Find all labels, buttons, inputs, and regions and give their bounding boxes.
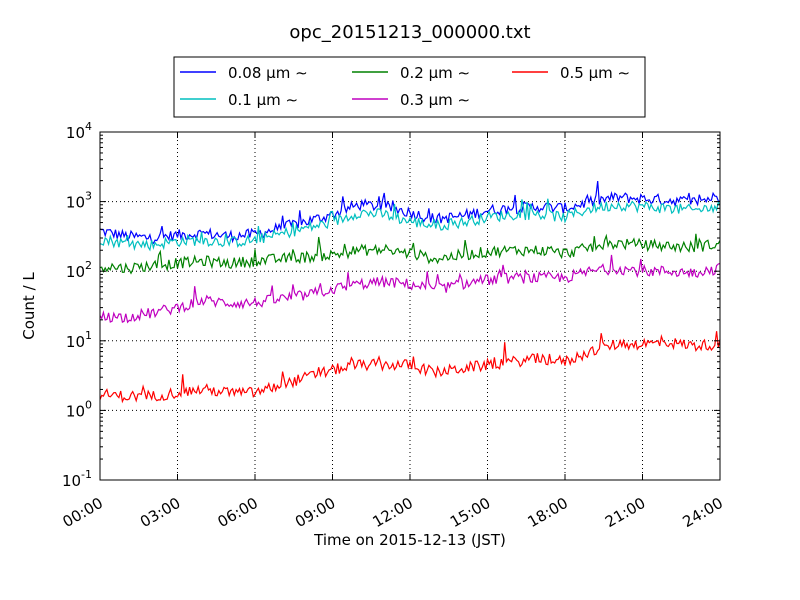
y-axis-label: Count / L [20,272,38,340]
x-tick-label: 24:00 [680,494,726,531]
series-line-4 [99,331,721,404]
y-tick-label: 104 [66,120,92,142]
grid-lines [100,132,720,480]
y-tick-labels: 10-1 100 101 102 103 104 [62,120,92,490]
legend-label-4: 0.5 μm ∼ [560,64,630,82]
legend-label-1: 0.1 μm ∼ [228,91,298,109]
ticks [99,131,721,481]
x-tick-label: 21:00 [602,494,648,531]
plot-area [100,132,720,480]
legend-label-3: 0.3 μm ∼ [400,91,470,109]
legend-items: 0.08 μm ∼ 0.1 μm ∼ 0.2 μm ∼ 0.3 μm ∼ 0.5 μm … [180,64,630,109]
y-tick-label: 10-1 [62,468,92,490]
y-tick-label: 100 [66,398,92,420]
legend-label-0: 0.08 μm ∼ [228,64,308,82]
series-layer [99,181,721,404]
x-tick-label: 15:00 [447,494,493,531]
legend-box [173,56,646,118]
y-tick-label: 103 [66,190,92,212]
series-line-1 [99,198,721,252]
x-tick-label: 06:00 [215,494,261,531]
x-tick-label: 18:00 [525,494,571,531]
y-tick-label: 101 [66,329,92,351]
x-tick-labels: 00:00 03:00 06:00 09:00 12:00 15:00 18:00 21:00… [60,494,726,531]
x-tick-label: 00:00 [60,494,106,531]
series-line-0 [99,181,721,245]
chart-title: opc_20151213_000000.txt [289,22,530,43]
series-line-2 [99,233,721,275]
legend: 0.08 μm ∼ 0.1 μm ∼ 0.2 μm ∼ 0.3 μm ∼ 0.5 μm … [173,56,646,118]
x-tick-label: 12:00 [370,494,416,531]
x-axis-label: Time on 2015-12-13 (JST) [313,531,506,549]
x-tick-label: 03:00 [137,494,183,531]
x-tick-label: 09:00 [292,494,338,531]
y-tick-label: 102 [66,259,92,281]
legend-label-2: 0.2 μm ∼ [400,64,470,82]
series-line-3 [99,254,721,324]
